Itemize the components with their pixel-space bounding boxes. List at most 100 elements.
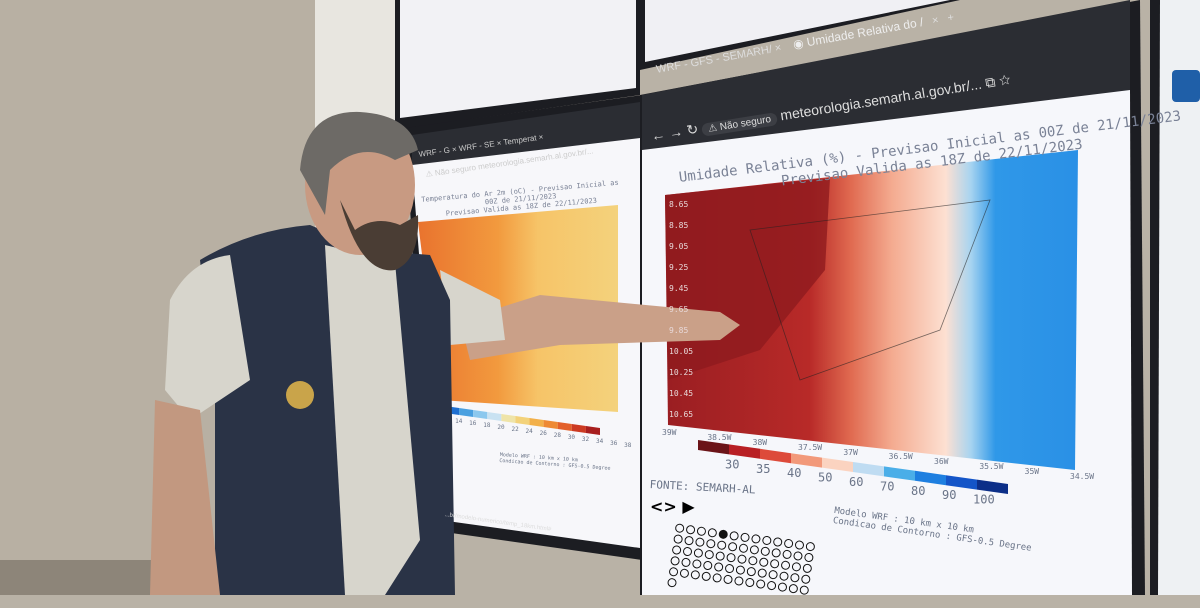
legend-swatch xyxy=(501,414,516,423)
x-tick-label: 35W xyxy=(1024,467,1040,477)
frame-dot[interactable] xyxy=(707,527,718,538)
forward-icon[interactable]: → xyxy=(667,123,685,142)
frame-dot[interactable] xyxy=(691,558,702,570)
top-right-screen xyxy=(645,0,950,62)
frame-dot[interactable] xyxy=(771,547,782,558)
frame-dot[interactable] xyxy=(761,535,772,546)
frame-dot[interactable] xyxy=(682,546,693,557)
close-tab-icon[interactable]: × xyxy=(773,41,783,55)
frame-dot[interactable] xyxy=(724,563,735,574)
frame-dot[interactable] xyxy=(680,557,692,568)
x-tick-label: 36.5W xyxy=(888,452,913,462)
frame-dot[interactable] xyxy=(690,569,701,580)
frame-dot[interactable] xyxy=(766,580,777,591)
frame-dot[interactable] xyxy=(769,558,780,569)
frame-dot[interactable] xyxy=(693,547,704,559)
frame-dot[interactable] xyxy=(736,554,748,565)
frame-dot[interactable] xyxy=(750,533,762,545)
frame-dot[interactable] xyxy=(668,566,679,577)
frame-dot[interactable] xyxy=(780,560,791,571)
close-tab-icon[interactable]: × xyxy=(931,14,940,28)
frame-dot[interactable] xyxy=(671,544,682,556)
legend-swatch xyxy=(515,416,530,425)
prev-frame-button[interactable]: < xyxy=(650,497,664,516)
frame-dot[interactable] xyxy=(701,571,712,582)
frame-dot[interactable] xyxy=(716,540,727,551)
frame-dot[interactable] xyxy=(726,552,737,563)
municipality-borders xyxy=(749,199,991,381)
legend-swatch xyxy=(459,408,474,417)
frame-dot[interactable] xyxy=(718,529,729,540)
play-button[interactable]: ▶ xyxy=(682,497,695,516)
frame-dot[interactable] xyxy=(673,534,684,545)
legend-label: 30 xyxy=(725,457,739,471)
person xyxy=(150,111,740,595)
frame-dot[interactable] xyxy=(758,557,769,568)
frame-dot[interactable] xyxy=(792,550,804,562)
frame-dot[interactable] xyxy=(749,544,760,555)
frame-dot[interactable] xyxy=(783,538,794,549)
frame-dot[interactable] xyxy=(800,574,811,585)
frame-dot[interactable] xyxy=(733,575,744,587)
legend-label: 30 xyxy=(568,434,576,441)
y-tick-label: 10.25 xyxy=(669,368,694,377)
frame-dot[interactable] xyxy=(715,551,726,562)
frame-dot[interactable] xyxy=(666,577,678,588)
back-icon[interactable]: ← xyxy=(650,125,667,144)
frame-dot[interactable] xyxy=(757,568,768,579)
frame-dot[interactable] xyxy=(713,561,724,573)
frame-dot[interactable] xyxy=(778,571,790,582)
frame-dot[interactable] xyxy=(727,541,738,552)
frame-dot[interactable] xyxy=(768,569,779,580)
frame-dot[interactable] xyxy=(712,572,723,583)
next-frame-button[interactable]: > xyxy=(663,497,677,516)
frame-dot[interactable] xyxy=(794,539,805,551)
warning-icon: ⚠ xyxy=(707,122,719,135)
frame-dot[interactable] xyxy=(696,526,707,537)
frame-dot[interactable] xyxy=(755,578,766,590)
frame-dot[interactable] xyxy=(781,549,793,560)
x-tick-label: 37W xyxy=(843,447,858,457)
legend-swatch xyxy=(729,444,760,459)
frame-dot[interactable] xyxy=(772,536,783,548)
frame-dot[interactable] xyxy=(735,564,746,576)
frame-dot[interactable] xyxy=(685,524,696,535)
frame-dot[interactable] xyxy=(760,546,771,557)
frame-dot[interactable] xyxy=(738,543,749,554)
frame-dot[interactable] xyxy=(789,572,800,583)
shirt-shoulder xyxy=(440,270,505,345)
frame-dot[interactable] xyxy=(803,552,814,563)
frame-dot[interactable] xyxy=(746,566,757,577)
frame-dot[interactable] xyxy=(788,583,799,594)
frame-dot[interactable] xyxy=(705,538,716,549)
star-icon[interactable]: ☆ xyxy=(997,71,1012,89)
legend-swatch xyxy=(557,422,572,431)
frame-dot[interactable] xyxy=(683,535,695,546)
legend-label: 34 xyxy=(596,438,604,445)
frame-dot[interactable] xyxy=(674,523,685,534)
legend-swatch xyxy=(698,440,729,455)
legend-swatch xyxy=(946,475,977,490)
legend-swatch xyxy=(760,448,791,464)
frame-dot[interactable] xyxy=(747,555,758,566)
translate-icon[interactable]: ⧉ xyxy=(984,73,997,91)
frame-dot[interactable] xyxy=(702,560,713,571)
frame-dot[interactable] xyxy=(670,555,681,566)
left-arm xyxy=(150,400,220,595)
frame-dot[interactable] xyxy=(802,563,813,574)
frame-dot[interactable] xyxy=(694,537,706,548)
pointing-arm xyxy=(460,295,740,360)
frame-dot[interactable] xyxy=(777,582,788,593)
reload-icon[interactable]: ↻ xyxy=(685,120,700,139)
frame-dot[interactable] xyxy=(704,549,715,560)
frame-dot[interactable] xyxy=(805,541,816,552)
frame-dot[interactable] xyxy=(791,561,802,572)
frame-dot[interactable] xyxy=(679,568,690,579)
frame-dot[interactable] xyxy=(722,574,734,585)
frame-dot[interactable] xyxy=(744,577,755,588)
frame-dot[interactable] xyxy=(799,585,810,596)
frame-dot[interactable] xyxy=(739,532,751,543)
frame-dot[interactable] xyxy=(729,530,740,541)
beard xyxy=(340,200,419,271)
legend-label: 22 xyxy=(511,426,519,433)
